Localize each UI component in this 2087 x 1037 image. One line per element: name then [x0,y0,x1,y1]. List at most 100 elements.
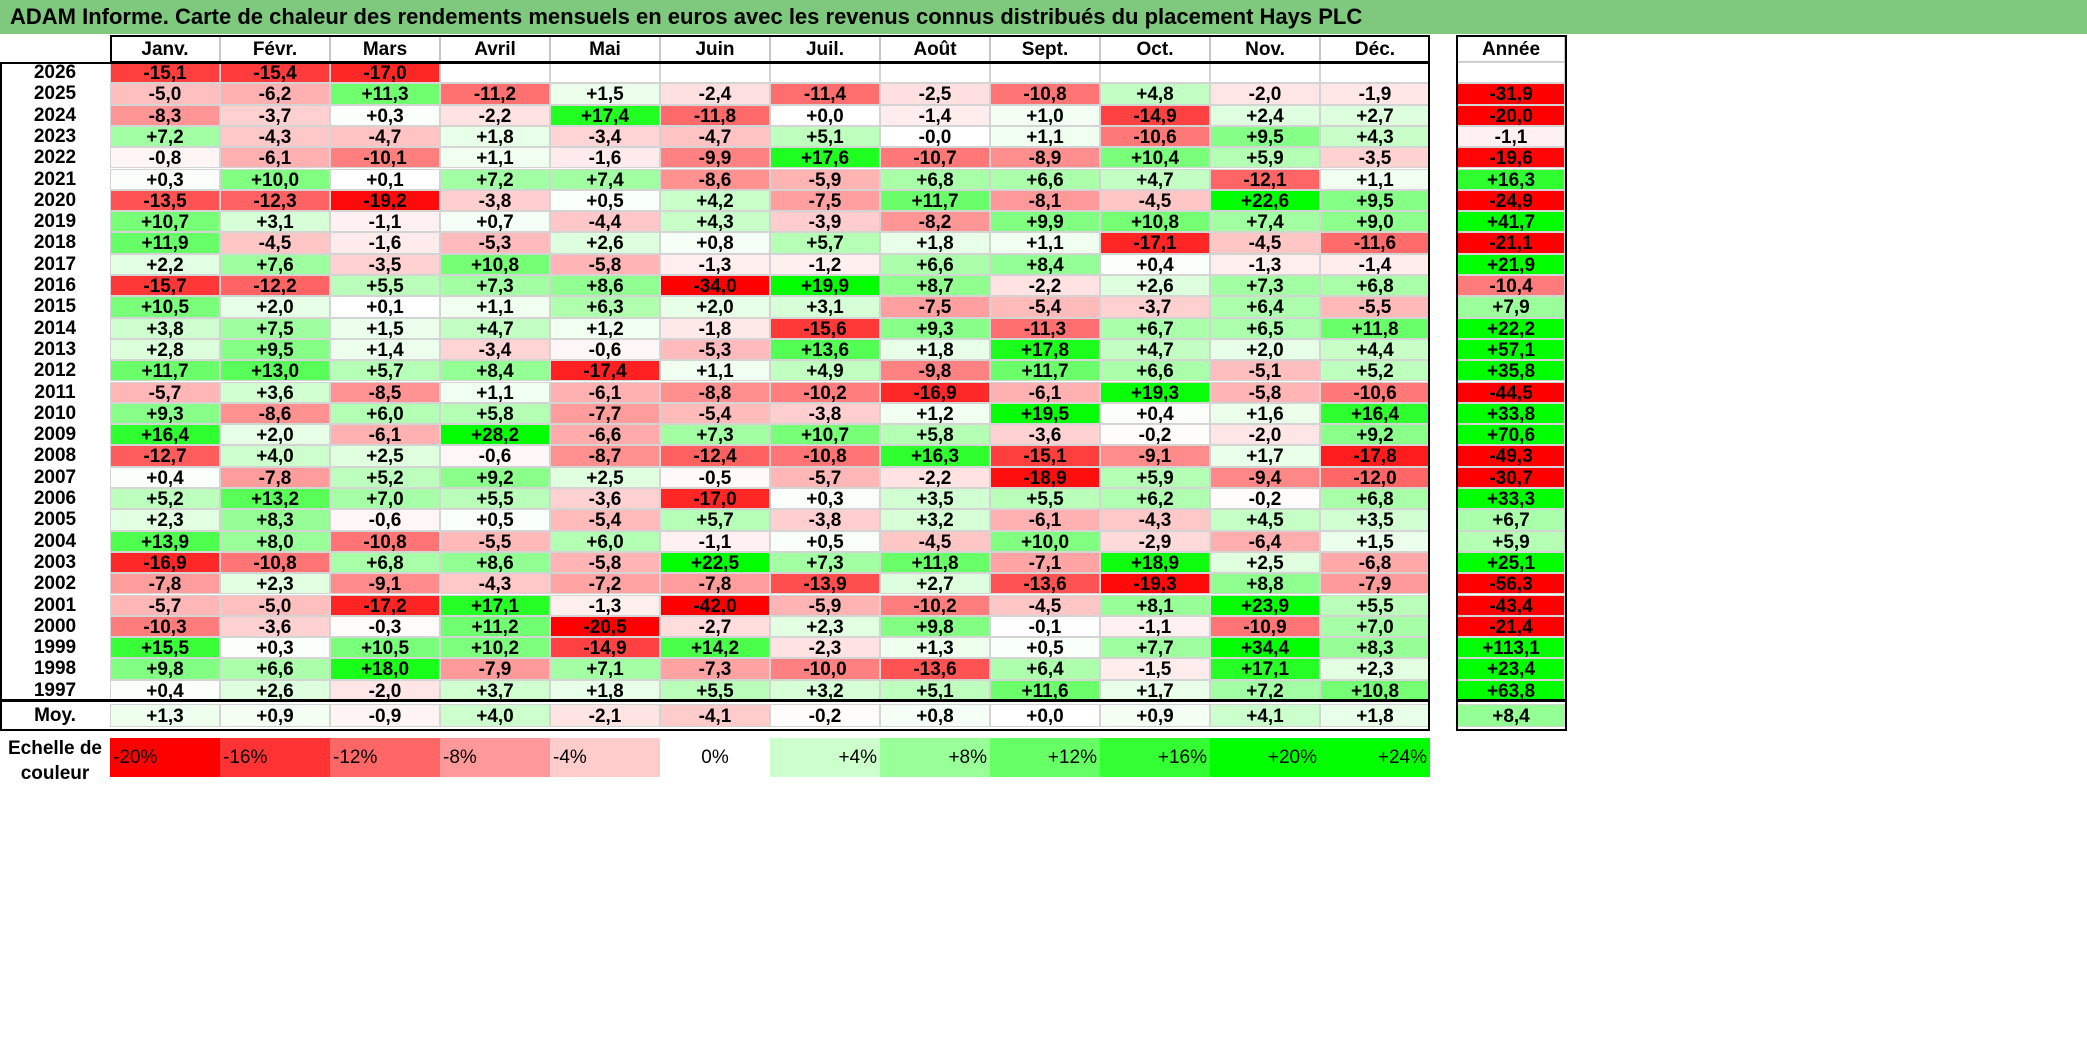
heatmap-cell: +5,5 [330,275,440,297]
heatmap-cell: -2,9 [1100,530,1210,552]
heatmap-cell: +3,7 [440,679,550,701]
heatmap-cell: +1,8 [880,232,990,254]
heatmap-cell: -10,2 [880,594,990,616]
annual-cell: -44,5 [1457,381,1565,403]
heatmap-cell: -10,0 [770,658,880,680]
heatmap-cell: -8,1 [990,189,1100,212]
heatmap-cell: +2,0 [660,296,770,318]
heatmap-cell: +9,5 [1320,189,1430,212]
heatmap-cell: +1,8 [550,679,660,701]
color-scale-swatch: 0% [660,738,770,777]
heatmap-cell: -7,5 [880,296,990,318]
heatmap-cell: +11,2 [440,615,550,638]
heatmap-cell: -3,7 [220,104,330,126]
heatmap-cell: +1,1 [990,125,1100,148]
heatmap-cell: -11,6 [1320,232,1430,254]
heatmap-cell: +0,3 [220,637,330,659]
heatmap-cell: -17,2 [330,594,440,616]
heatmap-cell: +10,4 [1100,147,1210,169]
heatmap-cell: +8,0 [220,530,330,552]
heatmap-cell: +10,7 [770,424,880,446]
heatmap-cell: +4,2 [660,189,770,212]
heatmap-cell: -15,1 [990,445,1100,467]
heatmap-cell: -7,8 [220,466,330,488]
heatmap-cell: +7,2 [110,125,220,148]
heatmap-cell: +8,7 [880,275,990,297]
heatmap-cell: +3,1 [220,211,330,233]
annual-cell: +21,9 [1457,253,1565,275]
row-year-label: 2016 [33,275,77,296]
heatmap-cell: -1,4 [880,104,990,126]
row-year-label: 2002 [33,573,77,595]
column-header: Sept. [990,35,1100,62]
heatmap-cell: -7,7 [550,402,660,425]
color-scale-swatch: -16% [220,738,330,777]
heatmap-cell: +4,0 [220,445,330,467]
heatmap-cell: -6,1 [990,381,1100,403]
heatmap-cell: +17,1 [440,594,550,616]
heatmap-cell: -13,6 [880,658,990,680]
heatmap-cell: +5,2 [110,488,220,510]
heatmap-cell: -5,1 [1210,360,1320,382]
heatmap-cell: -5,5 [440,530,550,552]
row-year-label: 1997 [33,679,77,701]
heatmap-cell: -14,9 [1100,104,1210,126]
heatmap-cell: -19,2 [330,189,440,212]
heatmap-cell: -6,1 [220,147,330,169]
annual-cell: -49,3 [1457,445,1565,467]
average-cell: +4,0 [440,704,550,727]
heatmap-cell: -10,8 [770,445,880,467]
heatmap-cell: +3,1 [770,296,880,318]
annual-cell: +5,9 [1457,530,1565,552]
heatmap-cell: +1,2 [550,317,660,339]
heatmap-cell: -5,7 [110,594,220,616]
heatmap-cell: +7,6 [220,253,330,275]
heatmap-cell: -2,0 [1210,424,1320,446]
average-cell: -2,1 [550,704,660,727]
heatmap-cell: -7,8 [110,573,220,595]
heatmap-cell: +16,4 [110,424,220,446]
heatmap-cell: +13,2 [220,488,330,510]
heatmap-cell: +4,3 [1320,125,1430,148]
heatmap-cell: +2,7 [880,573,990,595]
row-year-label: 2019 [33,211,77,233]
heatmap-cell: +7,2 [1210,679,1320,701]
heatmap-cell: -4,5 [880,530,990,552]
heatmap-cell: +6,4 [1210,296,1320,318]
average-cell: +0,9 [1100,704,1210,727]
heatmap-cell: -3,7 [1100,296,1210,318]
heatmap-cell: -4,5 [990,594,1100,616]
row-year-label: 2017 [33,253,77,275]
heatmap-cell: -1,1 [660,530,770,552]
heatmap-cell: +5,7 [330,360,440,382]
heatmap-cell: -3,6 [220,615,330,638]
heatmap-cell: +2,4 [1210,104,1320,126]
row-year-label: 2023 [33,125,77,147]
heatmap-cell: -7,9 [1320,573,1430,595]
heatmap-cell: +2,5 [330,445,440,467]
annual-cell: -21,1 [1457,232,1565,254]
heatmap-cell: +11,7 [880,189,990,212]
heatmap-cell: +1,2 [880,402,990,425]
heatmap-cell: +2,0 [1210,338,1320,361]
heatmap-cell: -8,6 [220,402,330,425]
heatmap-cell: -8,7 [550,445,660,467]
heatmap-cell [440,62,550,84]
heatmap-cell: -12,4 [660,445,770,467]
heatmap-cell: -4,4 [550,211,660,233]
heatmap-cell: -1,6 [330,232,440,254]
heatmap-cell: +1,4 [330,338,440,361]
annual-cell: -21,4 [1457,615,1565,638]
heatmap-cell: +8,6 [440,551,550,574]
heatmap-cell: +11,8 [1320,317,1430,339]
heatmap-cell: +1,1 [1320,168,1430,190]
heatmap-cell: -7,1 [990,551,1100,574]
heatmap-cell: +11,9 [110,232,220,254]
heatmap-cell: -10,8 [330,530,440,552]
row-year-label: 2021 [33,168,77,190]
heatmap-cell: +2,0 [220,296,330,318]
heatmap-cell: +5,5 [440,488,550,510]
row-year-label: 2009 [33,424,77,446]
heatmap-cell: +34,4 [1210,637,1320,659]
annual-cell: -43,4 [1457,594,1565,616]
